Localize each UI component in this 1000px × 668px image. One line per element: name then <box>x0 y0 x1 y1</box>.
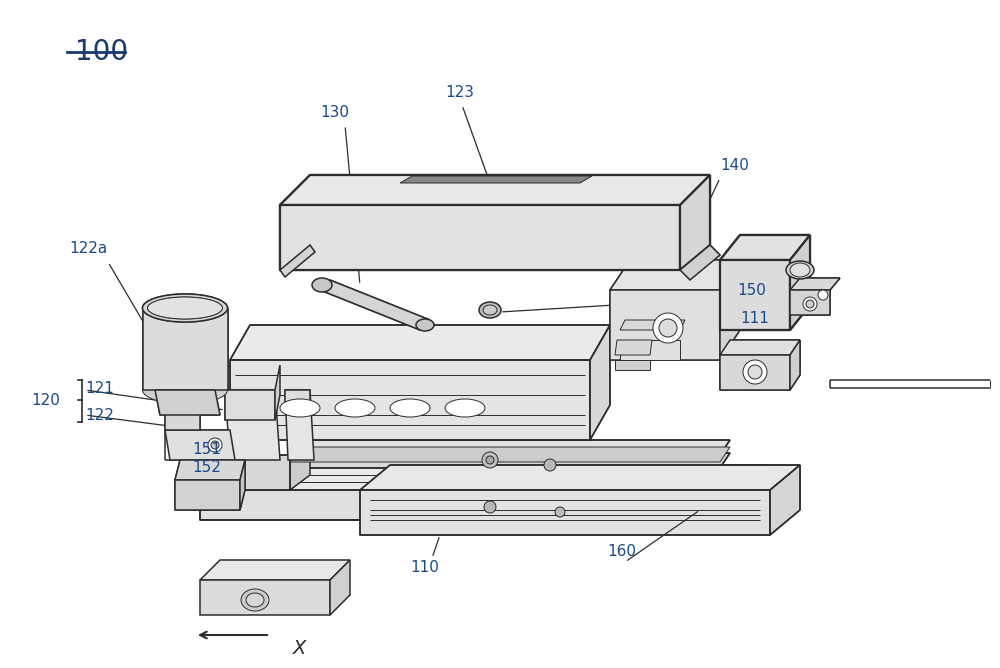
Circle shape <box>482 452 498 468</box>
Ellipse shape <box>335 399 375 417</box>
Polygon shape <box>280 205 680 270</box>
Polygon shape <box>610 260 740 290</box>
Ellipse shape <box>148 297 223 319</box>
Ellipse shape <box>786 261 814 279</box>
Ellipse shape <box>790 263 810 277</box>
Circle shape <box>748 365 762 379</box>
Ellipse shape <box>246 593 264 607</box>
Ellipse shape <box>390 399 430 417</box>
Circle shape <box>208 438 222 452</box>
Polygon shape <box>320 280 430 330</box>
Polygon shape <box>200 580 330 615</box>
Polygon shape <box>200 465 770 490</box>
Circle shape <box>818 290 828 300</box>
Polygon shape <box>790 290 830 315</box>
Ellipse shape <box>416 319 434 331</box>
Polygon shape <box>615 360 650 370</box>
Polygon shape <box>290 453 730 468</box>
Text: 100: 100 <box>75 38 128 66</box>
Ellipse shape <box>148 297 223 319</box>
Polygon shape <box>275 365 280 420</box>
Polygon shape <box>155 390 220 415</box>
Polygon shape <box>590 325 610 440</box>
Polygon shape <box>720 355 790 390</box>
Polygon shape <box>770 465 800 535</box>
Polygon shape <box>175 480 240 510</box>
Polygon shape <box>225 390 275 420</box>
Ellipse shape <box>445 399 485 417</box>
Polygon shape <box>720 340 800 355</box>
Text: 123: 123 <box>446 84 475 100</box>
Polygon shape <box>360 490 770 535</box>
Polygon shape <box>720 260 740 360</box>
Text: 160: 160 <box>608 544 637 560</box>
Polygon shape <box>165 390 200 430</box>
Ellipse shape <box>479 302 501 318</box>
Polygon shape <box>720 260 790 330</box>
Polygon shape <box>230 455 290 490</box>
Polygon shape <box>240 460 245 510</box>
Polygon shape <box>620 320 685 330</box>
Ellipse shape <box>280 399 320 417</box>
Ellipse shape <box>143 376 228 404</box>
Circle shape <box>653 313 683 343</box>
Text: X: X <box>293 639 307 657</box>
Polygon shape <box>790 235 810 330</box>
Circle shape <box>555 507 565 517</box>
Polygon shape <box>290 440 730 455</box>
Text: 152: 152 <box>193 460 221 476</box>
Circle shape <box>659 319 677 337</box>
Polygon shape <box>290 447 730 462</box>
Polygon shape <box>720 465 770 520</box>
Polygon shape <box>680 175 710 270</box>
Text: 111: 111 <box>741 311 769 325</box>
Ellipse shape <box>241 589 269 611</box>
Polygon shape <box>225 390 280 460</box>
Text: 120: 120 <box>31 393 60 407</box>
Text: 122a: 122a <box>69 240 107 255</box>
Polygon shape <box>290 440 310 490</box>
Polygon shape <box>680 245 720 280</box>
Circle shape <box>544 459 556 471</box>
Polygon shape <box>230 360 590 440</box>
Polygon shape <box>165 430 235 460</box>
Text: 150: 150 <box>738 283 766 297</box>
Circle shape <box>484 501 496 513</box>
Polygon shape <box>610 290 720 360</box>
Polygon shape <box>285 390 310 410</box>
Ellipse shape <box>312 278 332 292</box>
Polygon shape <box>200 490 720 520</box>
Circle shape <box>486 456 494 464</box>
Polygon shape <box>615 340 652 355</box>
Text: 122: 122 <box>85 407 114 422</box>
Polygon shape <box>330 560 350 615</box>
Polygon shape <box>720 235 810 260</box>
Text: 130: 130 <box>321 104 350 120</box>
Polygon shape <box>360 465 800 490</box>
Text: 140: 140 <box>721 158 749 172</box>
Polygon shape <box>143 308 228 390</box>
Text: 121: 121 <box>85 381 114 395</box>
Polygon shape <box>285 390 314 460</box>
Ellipse shape <box>483 305 497 315</box>
Polygon shape <box>280 175 710 205</box>
Polygon shape <box>790 340 800 390</box>
Circle shape <box>803 297 817 311</box>
Polygon shape <box>175 460 245 480</box>
Ellipse shape <box>143 294 228 322</box>
Polygon shape <box>790 278 840 290</box>
Circle shape <box>211 441 219 449</box>
Ellipse shape <box>143 294 228 322</box>
Polygon shape <box>230 325 610 360</box>
Text: 151: 151 <box>193 442 221 458</box>
Polygon shape <box>200 560 350 580</box>
Circle shape <box>743 360 767 384</box>
Polygon shape <box>400 176 592 183</box>
Polygon shape <box>620 340 680 360</box>
Circle shape <box>806 300 814 308</box>
Text: 110: 110 <box>411 560 439 576</box>
Polygon shape <box>280 245 315 277</box>
